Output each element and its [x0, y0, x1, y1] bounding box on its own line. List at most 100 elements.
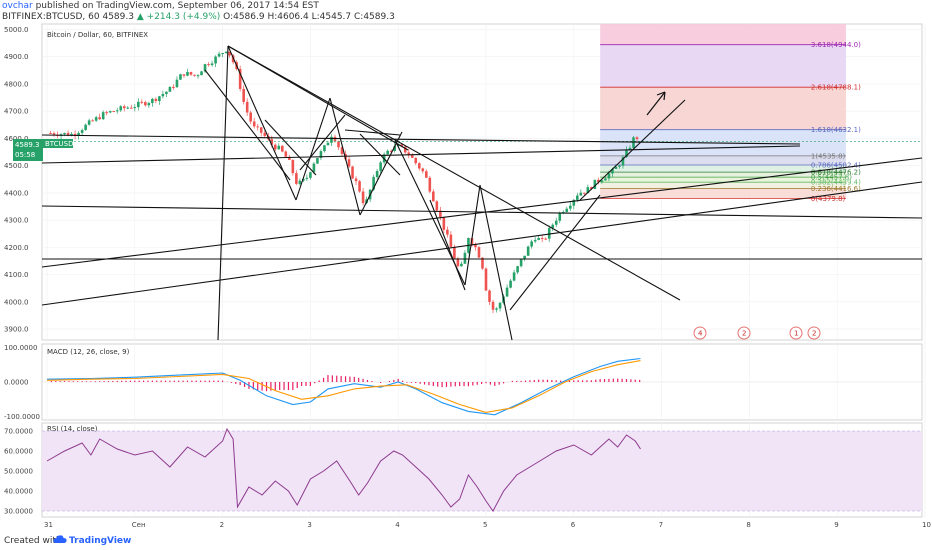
price-axis-label: 4700.0 [4, 108, 29, 116]
candle-body [203, 64, 207, 72]
fib-zone [600, 188, 846, 199]
candle-body [224, 51, 228, 53]
trend-line[interactable] [295, 97, 331, 201]
candle-body [519, 259, 523, 267]
candle-body [182, 74, 186, 76]
candle-body [249, 112, 252, 122]
macd-legend[interactable]: MACD (12, 26, close, 9) [47, 348, 130, 356]
event-badge-count: 1 [794, 330, 798, 338]
candle-body [611, 168, 614, 174]
candle-body [498, 302, 502, 309]
trend-drawings[interactable]: 4 2 1 2 [41, 45, 923, 341]
trend-line[interactable] [41, 134, 801, 145]
candle-body [281, 145, 284, 152]
candle-body [424, 171, 428, 178]
candle-body [551, 224, 555, 229]
candle-body [568, 205, 572, 209]
time-axis-label: Сен [132, 521, 146, 529]
candle-body [228, 51, 231, 56]
candle-body [98, 117, 101, 120]
arrow-head-icon [656, 91, 666, 101]
candle-body [446, 229, 449, 235]
candle-body [316, 157, 319, 164]
candle-body [330, 136, 333, 143]
candle-body [101, 112, 105, 120]
fib-extension[interactable]: 3.618(4944.0) 2.618(4788.1) 1.618(4632.1) 1… [600, 24, 861, 203]
tradingview-cloud-icon[interactable] [53, 534, 67, 544]
trend-line[interactable] [299, 114, 346, 171]
trend-line[interactable] [429, 199, 466, 291]
candle-body [565, 208, 569, 212]
candle-body [270, 139, 274, 145]
trend-line[interactable] [344, 129, 401, 136]
candle-body [421, 168, 425, 172]
trend-line[interactable] [329, 97, 361, 216]
candle-body [361, 191, 365, 204]
trend-line[interactable] [227, 45, 297, 201]
candle-body [144, 102, 147, 106]
candle-body [200, 71, 203, 76]
event-badge-icon[interactable] [693, 326, 707, 340]
trend-line[interactable] [509, 194, 601, 311]
candle-body [207, 64, 210, 66]
trend-line[interactable] [359, 131, 403, 216]
trend-line[interactable] [359, 133, 401, 176]
candle-body [291, 159, 295, 174]
candle-body [323, 145, 326, 152]
author-name[interactable]: ovchar [2, 1, 33, 11]
macd-line [46, 357, 641, 416]
price-axis-label: 4000.0 [4, 298, 29, 306]
candle-body [105, 112, 109, 114]
candle-body [512, 272, 516, 281]
price-axis-label: 4600.0 [4, 135, 29, 143]
candle-body [347, 159, 351, 167]
candle-body [393, 146, 396, 151]
candle-body [172, 87, 175, 89]
event-badge-icon[interactable] [737, 326, 751, 340]
tradingview-brand[interactable]: TradingView [69, 536, 132, 546]
publish-info: ovchar published on TradingView.com, Sep… [2, 1, 319, 11]
trend-line[interactable] [204, 69, 291, 181]
time-axis-label: 31 [44, 521, 53, 529]
rsi-line [46, 427, 641, 512]
candle-body [484, 268, 488, 291]
main-legend[interactable]: Bitcoin / Dollar, 60, BITFINEX [47, 31, 148, 39]
trend-line[interactable] [579, 99, 686, 201]
rsi-legend[interactable]: RSI (14, close) [47, 425, 98, 433]
target-arrow-icon[interactable] [646, 91, 666, 116]
trend-line[interactable] [41, 181, 923, 306]
candle-body [386, 150, 389, 155]
candle-body [481, 257, 484, 269]
trend-line[interactable] [227, 45, 681, 301]
candle-body [590, 187, 593, 189]
candle-body [193, 74, 196, 76]
fib-zone [600, 172, 846, 178]
candle-body [80, 130, 84, 133]
trend-line[interactable] [464, 184, 481, 286]
candle-body [186, 71, 189, 76]
fib-level-label: 0(4379.8) [811, 195, 846, 203]
candle-body [168, 87, 172, 92]
macd-axis-label: 100.0000 [4, 344, 37, 352]
trend-line[interactable] [217, 45, 229, 341]
event-badge-icon[interactable] [789, 326, 803, 340]
event-badge-icon[interactable] [807, 326, 821, 340]
candle-body [435, 201, 439, 211]
candle-body [554, 220, 558, 225]
price-tag: 4589.3 05:58 BTCUSD [13, 139, 74, 161]
chart-canvas[interactable]: 3.618(4944.0) 2.618(4788.1) 1.618(4632.1) 1… [0, 0, 932, 532]
rsi-axis-label: 40.0000 [4, 488, 33, 496]
candle-body [302, 178, 305, 181]
trend-line[interactable] [479, 184, 513, 341]
candle-body [607, 173, 611, 179]
candle-body [442, 216, 446, 230]
candle-body [540, 238, 544, 240]
candle-body [618, 165, 621, 167]
fib-level-label: 0.236(4416.6) [811, 185, 861, 193]
trend-line[interactable] [41, 157, 923, 268]
candle-body [635, 137, 639, 140]
price-axis-label: 4100.0 [4, 271, 29, 279]
macd-axis-label: -100.0000 [4, 413, 40, 421]
trend-line[interactable] [264, 119, 317, 176]
candle-body [410, 155, 414, 158]
